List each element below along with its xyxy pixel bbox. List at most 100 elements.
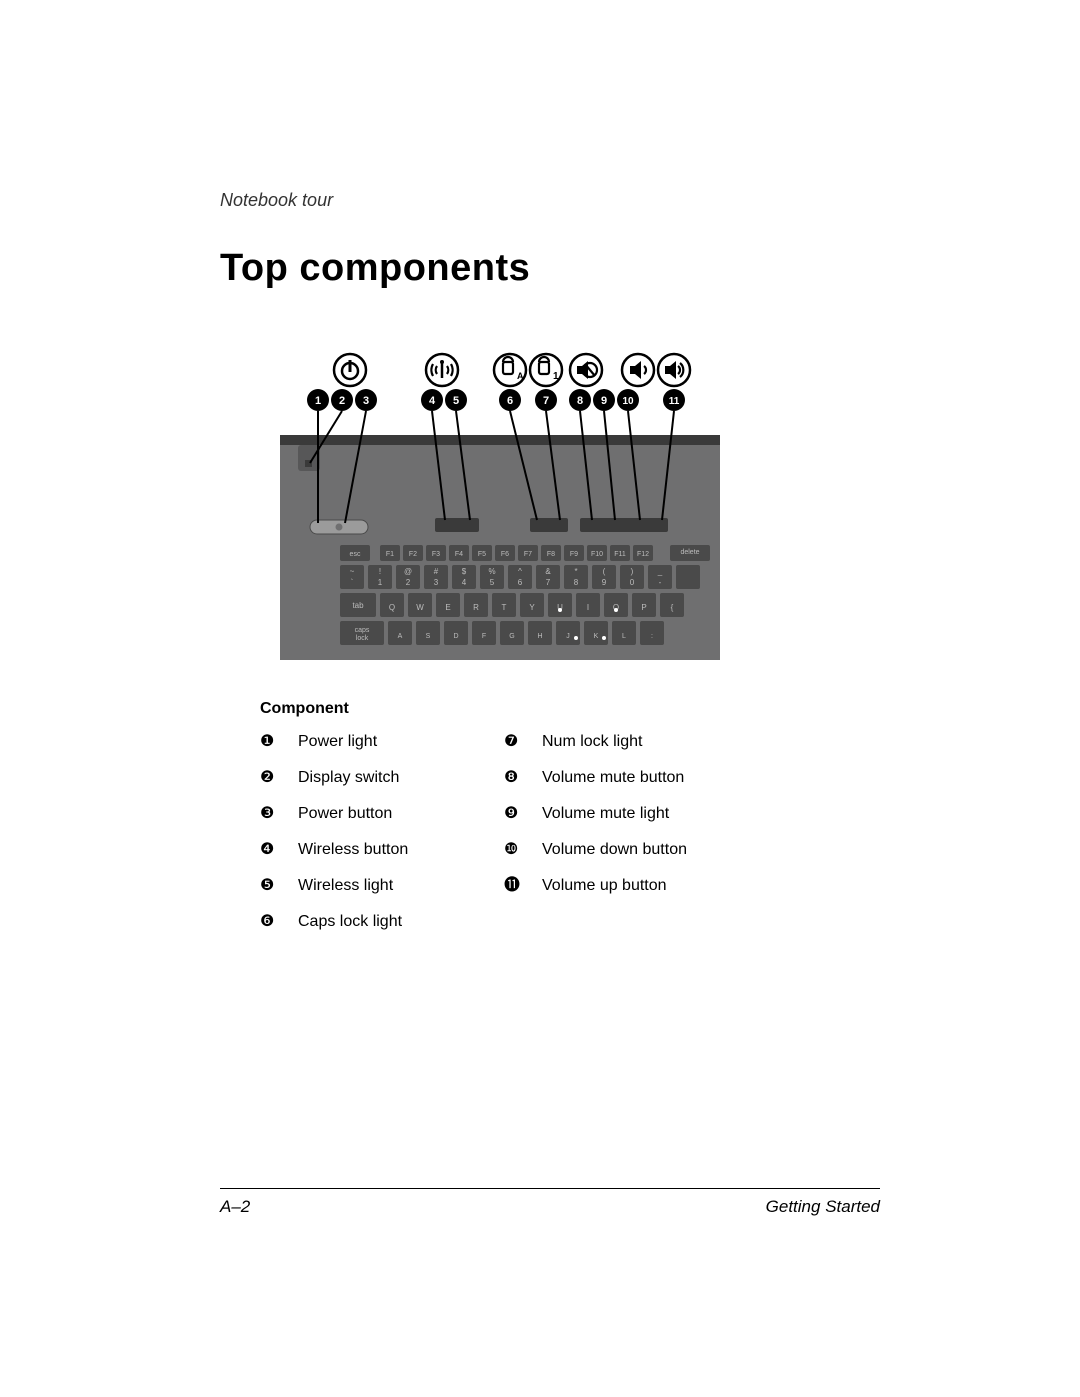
- svg-text:caps: caps: [355, 627, 370, 634]
- svg-text:1: 1: [315, 395, 321, 407]
- svg-text:Y: Y: [529, 603, 535, 612]
- svg-text:F4: F4: [455, 551, 463, 558]
- svg-text::: :: [651, 633, 653, 640]
- component-num: ❺: [260, 874, 292, 898]
- section-label: Notebook tour: [220, 190, 880, 211]
- table-heading: Component: [260, 700, 880, 718]
- svg-text:(: (: [603, 567, 606, 576]
- svg-text:2: 2: [406, 578, 411, 587]
- svg-text:&: &: [545, 567, 551, 576]
- component-num: ❹: [260, 838, 292, 862]
- svg-text:G: G: [509, 633, 514, 640]
- svg-text:1: 1: [378, 578, 383, 587]
- svg-text:F3: F3: [432, 551, 440, 558]
- svg-text:H: H: [537, 633, 542, 640]
- svg-text:F7: F7: [524, 551, 532, 558]
- svg-text:esc: esc: [350, 551, 361, 558]
- svg-text:8: 8: [577, 395, 583, 407]
- svg-text:F9: F9: [570, 551, 578, 558]
- svg-text:3: 3: [363, 395, 369, 407]
- svg-text:10: 10: [622, 396, 634, 407]
- svg-text:F6: F6: [501, 551, 509, 558]
- svg-text:F2: F2: [409, 551, 417, 558]
- svg-text:4: 4: [429, 395, 436, 407]
- svg-text:_: _: [657, 567, 663, 576]
- svg-text:F8: F8: [547, 551, 555, 558]
- svg-text:A: A: [517, 371, 524, 381]
- svg-text:1: 1: [553, 371, 559, 382]
- svg-text:F12: F12: [637, 551, 649, 558]
- footer-page-number: A–2: [220, 1197, 250, 1217]
- svg-text:3: 3: [434, 578, 439, 587]
- svg-text:^: ^: [518, 567, 522, 576]
- svg-text:7: 7: [543, 395, 549, 407]
- component-label: Volume mute button: [542, 766, 762, 790]
- svg-text:tab: tab: [352, 601, 364, 610]
- component-num: ❸: [260, 802, 292, 826]
- svg-text:5: 5: [490, 578, 495, 587]
- svg-text:Q: Q: [389, 603, 395, 612]
- svg-text:9: 9: [601, 395, 607, 407]
- svg-text:P: P: [641, 603, 646, 612]
- svg-text:5: 5: [453, 395, 459, 407]
- svg-text:I: I: [587, 603, 589, 612]
- svg-text:`: `: [351, 578, 354, 587]
- svg-text:6: 6: [518, 578, 523, 587]
- svg-text:-: -: [659, 578, 662, 587]
- svg-text:$: $: [462, 567, 467, 576]
- footer-doc-title: Getting Started: [766, 1197, 880, 1217]
- svg-text:0: 0: [630, 578, 635, 587]
- component-label: Volume mute light: [542, 802, 762, 826]
- component-label: Wireless light: [298, 874, 498, 898]
- component-num: ❷: [260, 766, 292, 790]
- svg-text:D: D: [453, 633, 458, 640]
- svg-text:W: W: [416, 603, 424, 612]
- component-num: ❾: [504, 802, 536, 826]
- svg-text:*: *: [574, 567, 577, 576]
- component-figure: esc F1 F2 F3 F4 F 5 F6 F7 F8 F9 F10 F11 F12 delet…: [280, 350, 720, 660]
- component-num: ❻: [260, 910, 292, 934]
- svg-text:lock: lock: [356, 635, 369, 642]
- svg-text:@: @: [404, 567, 412, 576]
- component-table: ❶ Power light ❼ Num lock light ❷ Display…: [260, 730, 880, 934]
- svg-text:9: 9: [602, 578, 607, 587]
- page-title: Top components: [220, 247, 880, 290]
- component-label: Display switch: [298, 766, 498, 790]
- svg-text:!: !: [379, 567, 381, 576]
- document-page: Notebook tour Top components: [0, 0, 1080, 1397]
- component-num: ❼: [504, 730, 536, 754]
- svg-text:8: 8: [574, 578, 579, 587]
- svg-text:E: E: [445, 603, 450, 612]
- svg-text:F11: F11: [614, 551, 626, 558]
- component-num: ❶: [260, 730, 292, 754]
- svg-text:4: 4: [462, 578, 467, 587]
- svg-text:F1: F1: [386, 551, 394, 558]
- page-footer: A–2 Getting Started: [220, 1188, 880, 1217]
- svg-text:delete: delete: [680, 549, 699, 556]
- svg-text:F10: F10: [591, 551, 603, 558]
- svg-text:6: 6: [507, 395, 513, 407]
- component-label: Power light: [298, 730, 498, 754]
- component-label: Volume down button: [542, 838, 762, 862]
- component-label: Power button: [298, 802, 498, 826]
- svg-text:11: 11: [669, 396, 680, 407]
- component-label: Wireless button: [298, 838, 498, 862]
- svg-text:T: T: [502, 603, 507, 612]
- svg-text:7: 7: [546, 578, 551, 587]
- component-num: ❿: [504, 838, 536, 862]
- svg-text:K: K: [594, 633, 599, 640]
- svg-text:{: {: [671, 603, 674, 612]
- svg-text:A: A: [398, 633, 403, 640]
- component-label: Caps lock light: [298, 910, 498, 934]
- svg-text:#: #: [434, 567, 439, 576]
- svg-text:%: %: [488, 567, 495, 576]
- svg-text:L: L: [622, 633, 626, 640]
- svg-text:): ): [631, 567, 634, 576]
- svg-text:2: 2: [339, 395, 345, 407]
- component-num: ⓫: [504, 874, 536, 898]
- component-label: Num lock light: [542, 730, 762, 754]
- svg-text:~: ~: [350, 567, 355, 576]
- svg-text:J: J: [566, 633, 570, 640]
- svg-text:R: R: [473, 603, 479, 612]
- svg-text:F: F: [482, 633, 486, 640]
